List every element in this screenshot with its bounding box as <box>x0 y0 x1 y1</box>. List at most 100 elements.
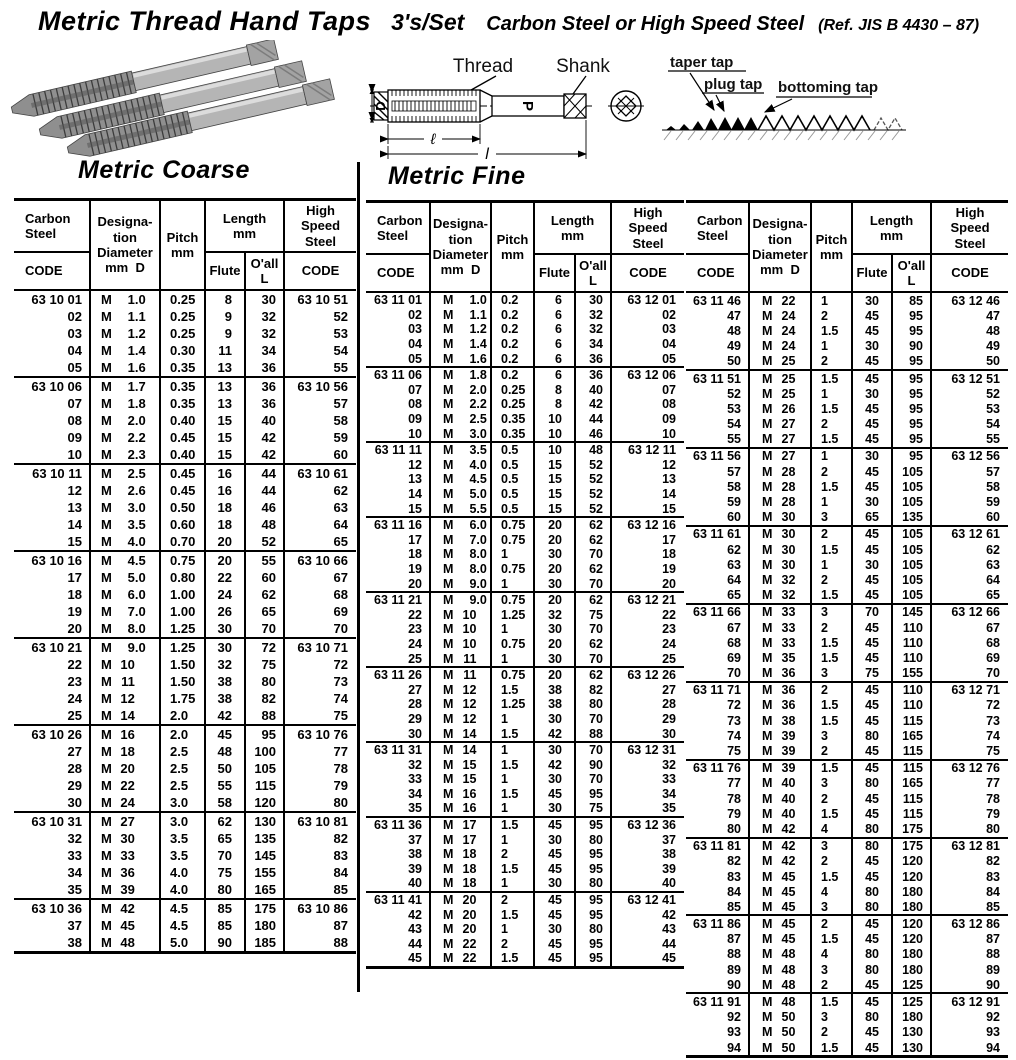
cell-code: 69 <box>727 650 741 665</box>
cell-code: 63 11 31 <box>366 740 430 758</box>
cell-pitch: 3 <box>810 1009 852 1025</box>
cell-pitch: 0.40 <box>159 411 205 429</box>
cell-oall: 110 <box>890 635 932 651</box>
cell-hss: 63 12 21 <box>610 590 685 608</box>
cell-oall: 135 <box>890 509 932 526</box>
cell-pitch: 0.35 <box>159 394 205 412</box>
cell-desig: M 45 <box>748 868 811 885</box>
cell-oall: 34 <box>573 336 612 352</box>
cell-code: 63 11 81 <box>686 836 749 854</box>
cell-flute: 30 <box>851 290 892 309</box>
cell-oall: 95 <box>890 353 932 370</box>
table-row: 19 M 8.0 0.75 20 62 19 <box>366 561 685 577</box>
cell-code: 28 <box>408 697 422 712</box>
page-header: Metric Thread Hand Taps 3's/Set Carbon S… <box>38 6 1003 37</box>
cell-hss: 63 <box>930 557 1009 573</box>
cell-pitch: 1 <box>490 832 534 847</box>
cell-code: 05 <box>408 351 422 366</box>
cell-desig: M 5.0 <box>429 486 491 502</box>
col-oall: O'all L <box>243 251 285 291</box>
cell-desig: M 48 <box>89 933 160 953</box>
cell-oall: 80 <box>573 876 612 892</box>
cell-desig: M 39 <box>748 743 811 760</box>
cell-pitch: 0.25 <box>159 288 205 308</box>
cell-oall: 105 <box>243 759 285 777</box>
cell-pitch: 1.5 <box>810 479 852 495</box>
cell-flute: 80 <box>851 775 892 791</box>
cell-pitch: 1.25 <box>490 697 534 712</box>
cell-hss: 25 <box>610 651 685 667</box>
cell-oall: 62 <box>573 636 612 652</box>
cell-flute: 30 <box>204 619 245 638</box>
table-row: 57 M 28 2 45 105 57 <box>686 464 1009 480</box>
cell-pitch: 4 <box>810 946 852 963</box>
cell-hss: 63 12 51 <box>930 368 1009 387</box>
table-row: 63 10 06 M 1.7 0.35 13 36 63 10 56 <box>14 375 357 395</box>
cell-desig: M 1.1 <box>89 307 160 325</box>
cell-desig: M 4.0 <box>89 532 160 551</box>
cell-oall: 105 <box>890 494 932 510</box>
table-row: 08 M 2.2 0.25 8 42 08 <box>366 397 685 412</box>
cell-oall: 65 <box>243 602 285 620</box>
cell-oall: 105 <box>890 479 932 495</box>
cell-oall: 120 <box>890 868 932 885</box>
cell-code: 63 11 71 <box>686 680 749 698</box>
cell-flute: 80 <box>204 880 245 899</box>
cell-pitch: 1.00 <box>159 585 205 603</box>
col-pitch: Pitch mm <box>810 201 852 293</box>
table-row: 15 M 5.5 0.5 15 52 15 <box>366 501 685 517</box>
col-code: CODE <box>686 253 749 293</box>
cell-oall: 125 <box>890 992 932 1010</box>
cell-desig: M 9.0 <box>429 590 491 608</box>
cell-hss: 94 <box>930 1039 1009 1057</box>
table-row: 25 M 11 1 30 70 25 <box>366 651 685 667</box>
cell-flute: 42 <box>204 706 245 725</box>
cell-flute: 20 <box>533 561 575 577</box>
cell-flute: 9 <box>204 324 245 342</box>
cell-code: 35 <box>67 881 82 897</box>
cell-code: 18 <box>67 586 82 602</box>
cell-hss: 63 12 86 <box>930 914 1009 932</box>
cell-desig: M 1.7 <box>89 375 160 395</box>
table-row: 04 M 1.4 0.2 6 34 04 <box>366 336 685 352</box>
cell-pitch: 2 <box>810 1024 852 1040</box>
col-code: CODE <box>930 253 1009 293</box>
cell-flute: 30 <box>851 557 892 573</box>
table-row: 42 M 20 1.5 45 95 42 <box>366 907 685 922</box>
cell-pitch: 2 <box>810 619 852 636</box>
cell-flute: 16 <box>204 481 245 499</box>
cell-oall: 180 <box>890 884 932 900</box>
cell-desig: M 36 <box>748 665 811 682</box>
cell-code: 20 <box>67 620 82 636</box>
cell-hss: 63 12 91 <box>930 992 1009 1010</box>
cell-desig: M 40 <box>748 775 811 791</box>
cell-pitch: 2 <box>810 416 852 432</box>
cell-pitch: 1.5 <box>490 861 534 877</box>
cell-code: 20 <box>408 576 422 591</box>
cell-pitch: 5.0 <box>159 933 205 953</box>
cell-oall: 95 <box>573 907 612 922</box>
cell-code: 04 <box>408 337 422 352</box>
cell-pitch: 0.5 <box>490 472 534 487</box>
table-row: 44 M 22 2 45 95 44 <box>366 936 685 952</box>
cell-flute: 30 <box>533 576 575 592</box>
cell-desig: M 32 <box>748 572 811 588</box>
cell-desig: M 24 <box>748 308 811 324</box>
materials-label: Carbon Steel or High Speed Steel <box>486 13 805 35</box>
cell-code: 70 <box>727 666 741 681</box>
cell-code: 09 <box>67 429 82 445</box>
cell-desig: M 2.6 <box>89 481 160 499</box>
table-row: 50 M 25 2 45 95 50 <box>686 353 1009 370</box>
cell-flute: 45 <box>851 479 892 495</box>
taps-photo <box>10 40 335 157</box>
cell-oall: 62 <box>573 590 612 608</box>
cell-pitch: 4 <box>810 884 852 900</box>
cell-flute: 45 <box>851 416 892 432</box>
table-row: 18 M 6.0 1.00 24 62 68 <box>14 585 357 603</box>
col-high-speed-steel: High Speed Steel <box>283 199 357 253</box>
cell-flute: 30 <box>851 338 892 354</box>
cell-desig: M 45 <box>748 931 811 947</box>
cell-pitch: 0.35 <box>159 375 205 395</box>
cell-oall: 130 <box>890 1024 932 1040</box>
cell-pitch: 2.0 <box>159 723 205 743</box>
